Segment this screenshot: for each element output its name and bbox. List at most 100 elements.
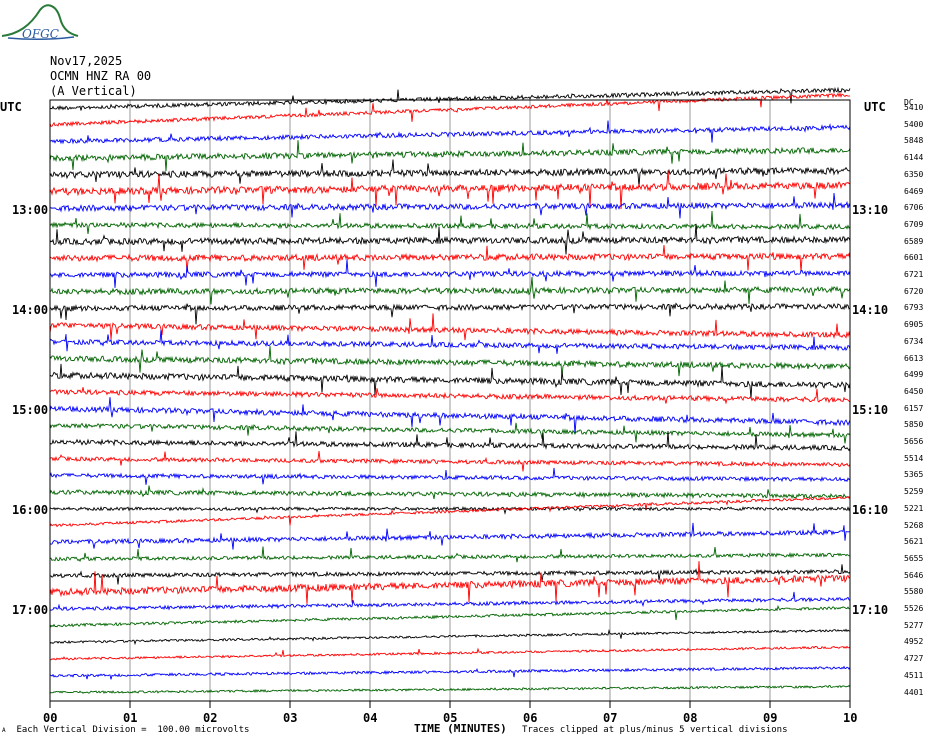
seismic-trace [49,276,851,305]
header-component: (A Vertical) [50,84,137,98]
dc-value: 6144 [904,153,924,163]
seismic-trace [49,192,851,219]
dc-value: 6450 [904,386,924,396]
seismic-trace [49,302,851,325]
x-tick-label: 02 [203,711,218,725]
dc-value: 4727 [904,654,924,664]
x-tick-label: 00 [43,711,58,725]
seismic-trace [49,422,851,444]
left-utc-label: UTC [0,100,22,114]
dc-value: 5848 [904,136,924,146]
header-date: Nov17,2025 [50,54,123,68]
dc-value: 5646 [904,570,924,580]
seismic-trace [49,245,851,273]
seismic-trace [49,313,851,341]
dc-value: 5277 [904,620,924,630]
dc-value: 5365 [904,470,924,480]
x-tick-label: 08 [683,711,698,725]
seismic-trace [49,684,851,695]
seismic-trace [49,86,851,111]
footer-scale-text: Each Vertical Division = 100.00 microvol… [16,725,250,735]
dc-value: 4952 [904,637,924,647]
dc-value: 4401 [904,687,924,697]
seismic-trace [49,363,851,399]
dc-value: 6499 [904,370,924,380]
dc-value: 5400 [904,119,924,129]
seismic-trace [49,485,851,500]
x-tick-label: 06 [523,711,538,725]
seismic-trace [49,522,851,550]
x-tick-label: 09 [763,711,778,725]
seismic-trace [49,210,851,235]
dc-value: 5580 [904,587,924,597]
right-time-label: 17:10 [852,603,889,617]
left-time-label: 17:00 [12,603,49,617]
right-time-label: 15:10 [852,403,889,417]
left-time-label: 15:00 [12,403,49,417]
seismic-trace [49,387,851,405]
dc-value: 6589 [904,236,924,246]
dc-value: 5526 [904,604,924,613]
seismic-trace [49,546,851,563]
dc-value: 6720 [904,286,924,296]
seismic-trace [49,140,851,172]
dc-value: 6905 [904,320,924,330]
x-tick-label: 04 [363,711,378,725]
seismic-trace [49,345,851,377]
footer-clip-note: Traces clipped at plus/minus 5 vertical … [522,725,788,735]
dc-column-label: DC [904,98,914,107]
seismic-trace [49,224,851,255]
x-tick-label: 07 [603,711,618,725]
x-tick-label: 01 [123,711,138,725]
x-tick-label: 03 [283,711,298,725]
dc-value: 5850 [904,420,924,430]
x-axis-title: TIME (MINUTES) [414,722,507,735]
dc-value: 6706 [904,203,924,213]
seismic-trace [49,397,851,435]
left-time-label: 13:00 [12,203,49,217]
left-time-label: 16:00 [12,503,49,517]
right-time-label: 16:10 [852,503,889,517]
dc-value: 5655 [904,553,924,563]
seismic-trace [49,645,851,661]
x-tick-label: 10 [843,711,858,725]
seismic-trace [49,91,851,128]
dc-value: 5259 [904,487,924,497]
right-utc-label: UTC [864,100,886,114]
seismic-trace [49,604,851,628]
dc-value: 6721 [904,270,924,279]
dc-value: 6469 [904,186,924,196]
dc-value: 5621 [904,537,924,547]
seismic-trace [49,591,851,611]
dc-value: 5410 [904,103,924,112]
right-time-label: 13:10 [852,203,889,217]
dc-value: 4511 [904,670,924,680]
seismic-trace [49,495,851,528]
dc-value: 6601 [904,253,924,263]
seismic-trace [49,120,851,145]
seismic-trace [49,665,851,680]
x-tick-label: 05 [443,711,458,725]
seismic-trace [49,259,851,288]
minute-gridlines [129,100,771,701]
seismic-trace [49,628,851,646]
seismic-trace [49,170,851,210]
seismic-trace [49,564,851,585]
dc-value: 6734 [904,336,924,346]
seismic-trace [49,467,851,485]
seismic-trace [49,451,851,472]
right-time-label: 14:10 [852,303,889,317]
header-station: OCMN HNZ RA 00 [50,69,152,83]
dc-value: 6793 [904,303,924,313]
seismic-trace [49,159,851,187]
dc-value: 5221 [904,503,924,513]
ofgc-logo: OFGC [1,4,79,41]
dc-value: 5268 [904,520,924,530]
seismic-trace [49,329,851,354]
seismic-trace [49,561,851,604]
left-time-label: 14:00 [12,303,49,317]
dc-value: 6613 [904,353,924,363]
dc-value: 6157 [904,403,924,413]
x-axis-ticks [49,701,851,708]
